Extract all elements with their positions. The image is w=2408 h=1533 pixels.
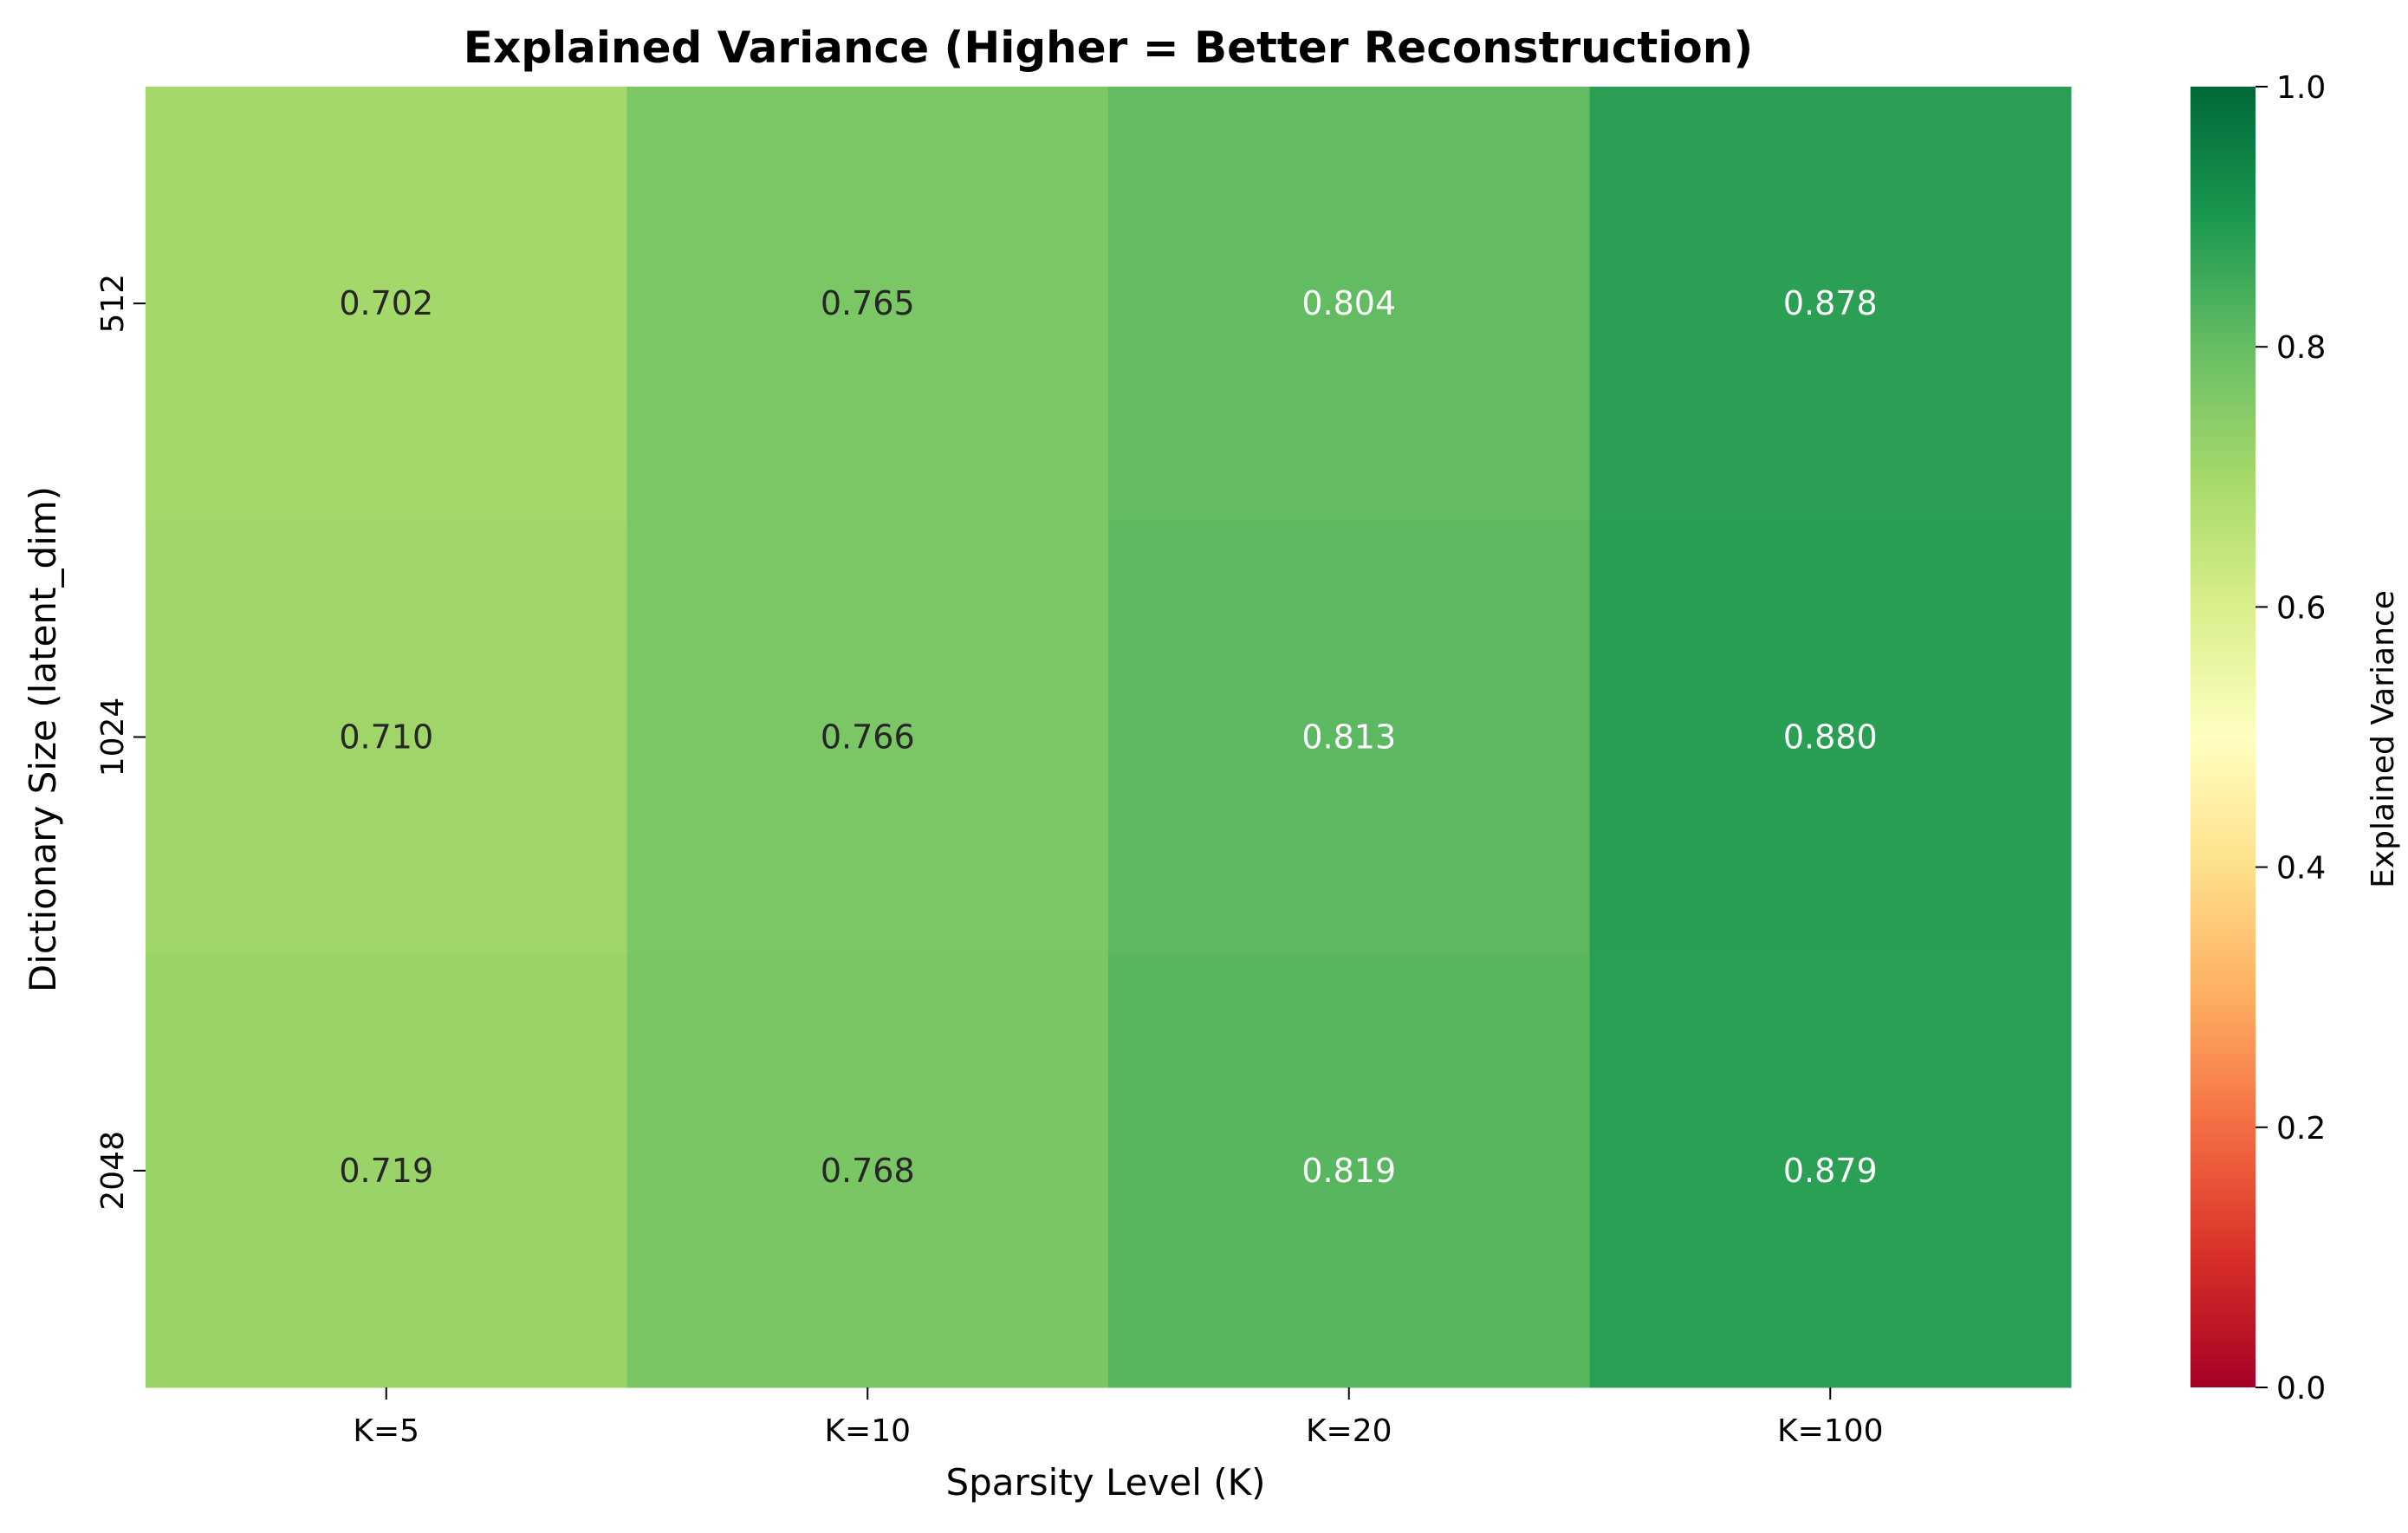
cell-value-label: 0.878 [1783,284,1878,322]
heatmap-cell [1589,953,2072,1388]
cell-value-label: 0.813 [1301,718,1396,757]
cell-value-label: 0.719 [339,1152,433,1190]
cell-value-label: 0.702 [339,284,433,322]
heatmap-cell [626,520,1109,955]
colorbar-gradient [2191,87,2255,1387]
y-tick-label: 2048 [95,1131,131,1211]
cell-value-label: 0.879 [1783,1152,1878,1190]
cell-value-label: 0.804 [1301,284,1396,322]
x-tick-label: K=10 [824,1413,911,1449]
cell-value-label: 0.710 [339,718,433,757]
x-axis-ticks: K=5 K=10 K=20 K=100 [353,1387,1883,1449]
colorbar-tick-label: 0.4 [2276,851,2326,887]
y-axis-label: Dictionary Size (latent_dim) [22,486,64,992]
heatmap-cell [626,953,1109,1388]
x-tick-label: K=20 [1306,1413,1392,1449]
colorbar-tick-label: 1.0 [2276,70,2326,106]
y-tick-label: 512 [95,274,131,334]
heatmap-cell [1108,953,1590,1388]
heatmap-cell [1589,520,2072,955]
y-tick-label: 1024 [95,698,131,777]
y-axis-ticks: 512 1024 2048 [95,274,146,1211]
heatmap-cell [1589,87,2072,521]
colorbar-label: Explained Variance [2366,590,2401,888]
cell-value-label: 0.765 [821,284,915,322]
colorbar-tick-label: 0.2 [2276,1111,2326,1147]
cell-value-label: 0.768 [821,1152,915,1190]
heatmap-cells [146,87,2072,1388]
x-tick-label: K=5 [353,1413,419,1449]
colorbar-tick-label: 0.0 [2276,1371,2326,1406]
colorbar-tick-label: 0.6 [2276,590,2326,626]
heatmap-cell [146,953,627,1388]
heatmap-cell-labels: 0.702 0.765 0.804 0.878 0.710 0.766 0.813 0.880… [339,284,1877,1190]
x-tick-label: K=100 [1777,1413,1883,1449]
heatmap-cell [626,87,1109,521]
colorbar: 0.0 0.2 0.4 0.6 0.8 1.0 [2191,70,2326,1406]
heatmap-cell [146,520,627,955]
cell-value-label: 0.766 [821,718,915,757]
cell-value-label: 0.819 [1301,1152,1396,1190]
heatmap-cell [146,87,627,521]
heatmap-cell [1108,87,1590,521]
colorbar-tick-label: 0.8 [2276,330,2326,366]
x-axis-label: Sparsity Level (K) [945,1461,1265,1504]
cell-value-label: 0.880 [1783,718,1878,757]
heatmap-cell [1108,520,1590,955]
chart-title: Explained Variance (Higher = Better Reco… [464,23,1753,73]
